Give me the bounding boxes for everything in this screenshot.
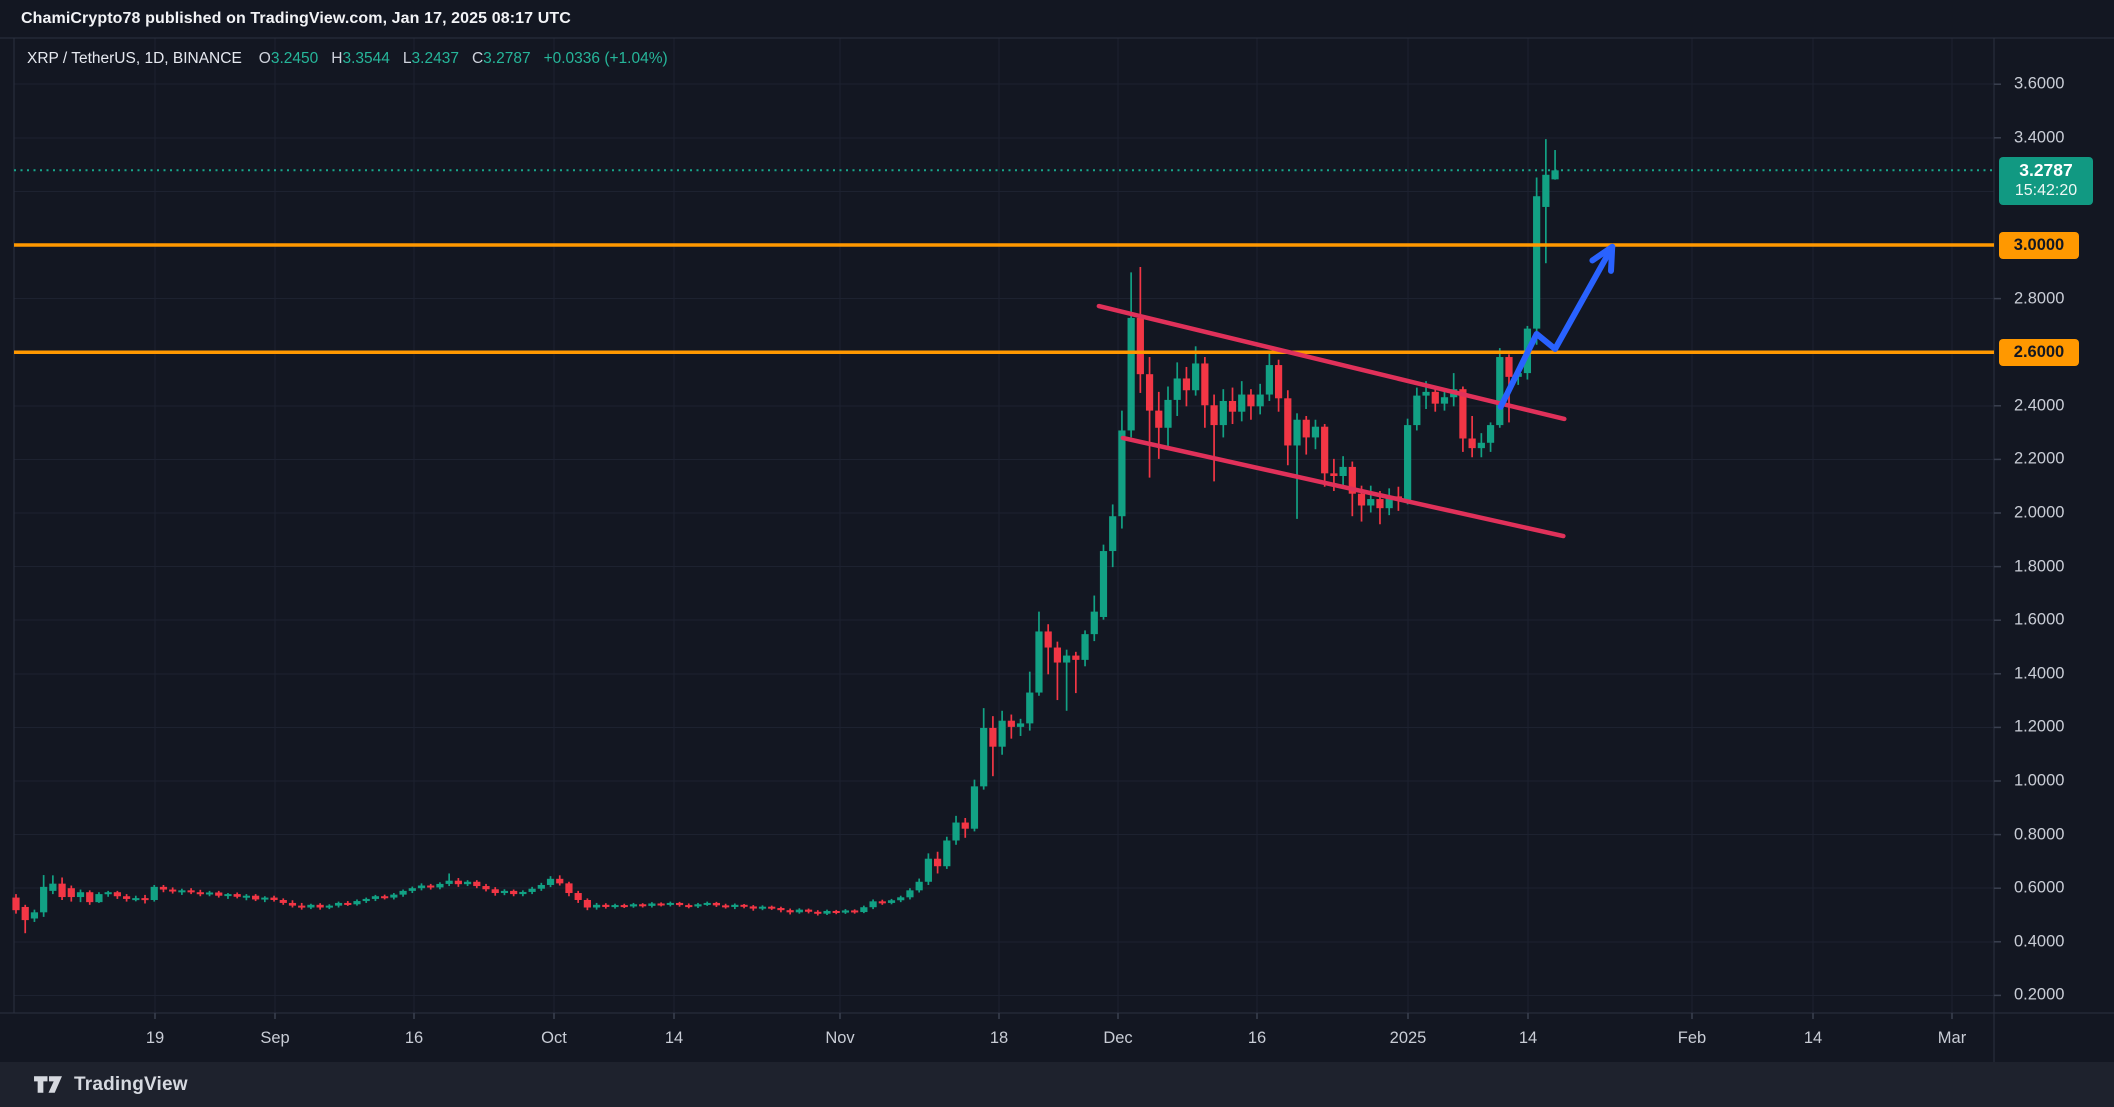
low-label: L [402, 50, 412, 67]
ohlc-open: O3.2450 [259, 50, 318, 68]
open-label: O [258, 50, 271, 67]
symbol-legend: XRP / TetherUS, 1D, BINANCE O3.2450 H3.3… [27, 48, 668, 70]
price-tick-label: 1.4000 [2014, 664, 2065, 683]
price-tick-label: 2.4000 [2014, 396, 2065, 415]
time-tick-label: Nov [825, 1029, 855, 1047]
price-tick-label: 2.2000 [2014, 449, 2065, 468]
attribution-text: ChamiCrypto78 published on TradingView.c… [21, 10, 571, 27]
ohlc-close: C3.2787 [472, 50, 531, 68]
price-tick-label: 2.0000 [2014, 503, 2065, 522]
price-tick-label: 0.2000 [2014, 985, 2065, 1004]
close-value: 3.2787 [483, 50, 531, 67]
price-tick-label: 0.4000 [2014, 932, 2065, 951]
time-tick-label: 2025 [1389, 1029, 1427, 1047]
price-tick-label: 3.6000 [2014, 74, 2065, 93]
time-tick-label: 14 [1518, 1029, 1538, 1047]
price-tick-label: 1.8000 [2014, 557, 2065, 576]
level-badge-2.6000: 2.6000 [1999, 338, 2079, 366]
time-tick-label: 14 [1803, 1029, 1823, 1047]
high-label: H [331, 50, 343, 67]
symbol-title: XRP / TetherUS, 1D, BINANCE [27, 50, 242, 67]
time-tick-label: 16 [1247, 1029, 1267, 1047]
time-tick-label: Oct [541, 1029, 567, 1047]
time-tick-label: Sep [260, 1029, 290, 1047]
time-tick-label: Feb [1677, 1029, 1707, 1047]
tradingview-brand-text[interactable]: TradingView [74, 1073, 188, 1095]
price-tick-label: 0.6000 [2014, 878, 2065, 897]
attribution-bar: ChamiCrypto78 published on TradingView.c… [0, 0, 2114, 38]
time-tick-label: Mar [1937, 1029, 1967, 1047]
change-value: +0.0336 (+1.04%) [543, 50, 668, 67]
price-tick-label: 1.2000 [2014, 717, 2065, 736]
current-price-value: 3.2787 [2019, 160, 2073, 181]
price-tick-label: 3.4000 [2014, 128, 2065, 147]
time-tick-label: 19 [145, 1029, 165, 1047]
time-tick-label: 14 [664, 1029, 684, 1047]
price-tick-label: 1.0000 [2014, 771, 2065, 790]
open-value: 3.2450 [270, 50, 319, 67]
price-tick-label: 2.8000 [2014, 289, 2065, 308]
time-tick-label: Dec [1103, 1029, 1133, 1047]
price-axis[interactable]: 3.2787 15:42:20 3.0000 2.6000 3.6000 3.40… [1994, 38, 2114, 1013]
bar-countdown-timer: 15:42:20 [2014, 181, 2078, 199]
low-value: 3.2437 [411, 50, 459, 67]
current-price-badge: 3.2787 15:42:20 [1999, 157, 2093, 205]
time-axis[interactable]: 19 Sep 16 Oct 14 Nov 18 Dec 16 2025 14 Feb 14 Mar [0, 1013, 2114, 1062]
ohlc-high: H3.3544 [331, 50, 390, 68]
high-value: 3.3544 [342, 50, 390, 67]
close-label: C [471, 50, 484, 67]
time-tick-label: 16 [404, 1029, 424, 1047]
tradingview-logo-icon[interactable] [33, 1071, 63, 1098]
footer-bar: TradingView [0, 1062, 2114, 1107]
level-badge-3.0000: 3.0000 [1999, 231, 2079, 259]
time-tick-label: 18 [989, 1029, 1009, 1047]
price-tick-label: 1.6000 [2014, 610, 2065, 629]
price-tick-label: 0.8000 [2014, 825, 2065, 844]
ohlc-low: L3.2437 [403, 50, 459, 68]
